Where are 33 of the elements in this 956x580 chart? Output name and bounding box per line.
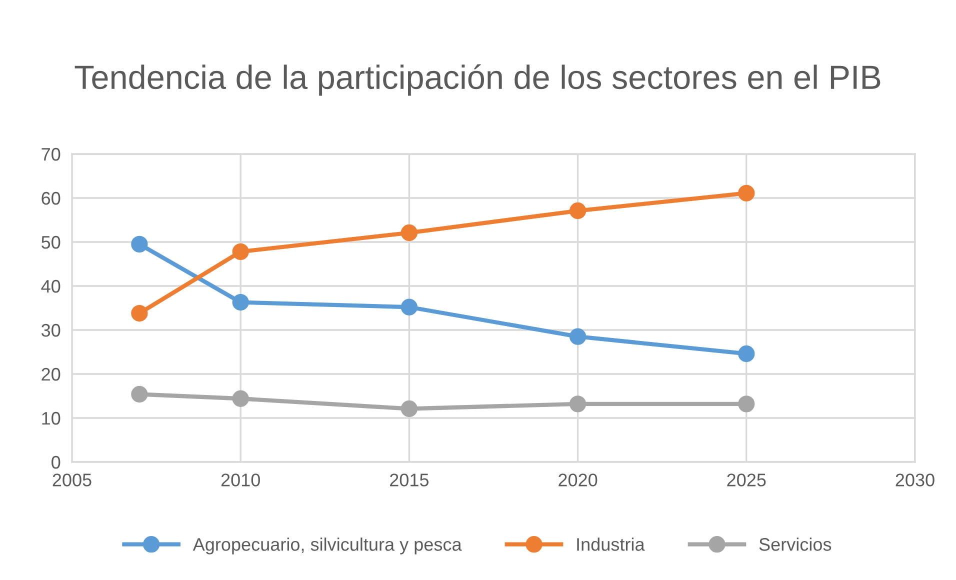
x-tick-label: 2010	[221, 474, 260, 486]
point	[400, 224, 418, 242]
point	[400, 298, 418, 316]
point	[131, 304, 148, 322]
point	[569, 202, 586, 220]
legend-label: Industria	[577, 538, 645, 551]
y-tick-label: 50	[42, 236, 60, 249]
y-tick-label: 60	[42, 192, 60, 205]
point	[400, 400, 418, 418]
y-tick-label: 0	[52, 456, 60, 469]
point	[131, 236, 148, 253]
y-tick-label: 20	[42, 368, 60, 381]
legend-label: Servicios	[759, 538, 832, 551]
y-tick-label: 40	[41, 280, 60, 293]
point	[232, 390, 249, 407]
x-tick-label: 2015	[390, 474, 429, 486]
y-tick-label: 30	[41, 324, 60, 337]
x-tick-label: 2025	[727, 474, 766, 486]
point	[232, 294, 249, 311]
x-tick-label: 2030	[896, 474, 934, 486]
point	[569, 396, 586, 412]
y-tick-label: 70	[42, 148, 60, 161]
y-tick-label: 10	[42, 412, 60, 425]
x-tick-label: 2020	[558, 474, 598, 486]
point	[232, 243, 249, 260]
legend-label: Agropecuario, silvicultura y pesca	[192, 538, 462, 554]
point	[738, 345, 755, 362]
point	[738, 184, 755, 202]
point	[738, 396, 755, 412]
point	[569, 328, 586, 345]
chart-title: Tendencia de la participación de los sectores en el PIB	[74, 64, 880, 96]
point	[131, 386, 148, 403]
x-tick-label: 2005	[52, 474, 92, 486]
